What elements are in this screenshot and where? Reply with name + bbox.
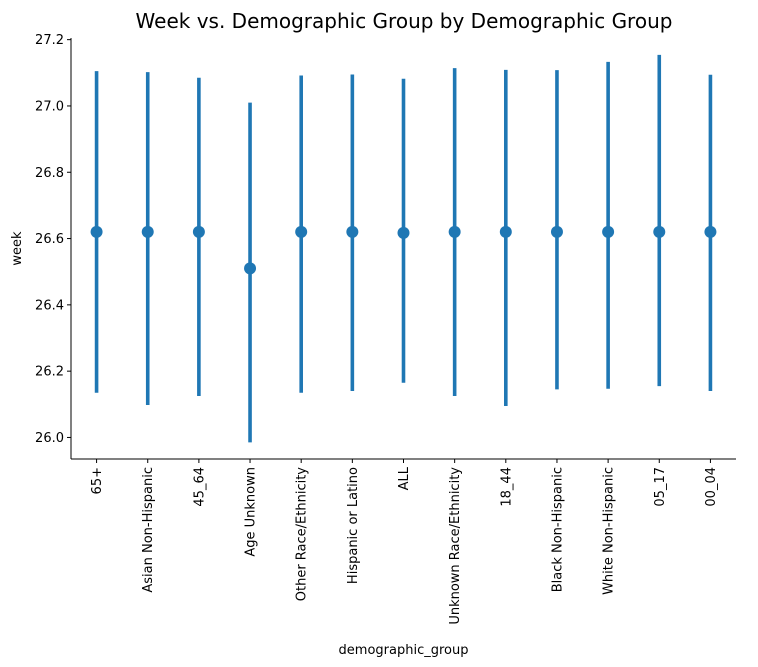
data-point	[704, 225, 717, 238]
y-tick-label: 27.2	[35, 33, 64, 48]
y-tick-label: 26.2	[35, 365, 64, 380]
chart-title: Week vs. Demographic Group by Demographi…	[136, 9, 673, 33]
data-point	[141, 225, 154, 238]
x-axis-label: demographic_group	[339, 643, 469, 658]
x-tick-label: Asian Non-Hispanic	[141, 467, 156, 593]
x-axis: 65+ Asian Non-Hispanic 45_64 Age Unknown Oth…	[90, 459, 719, 625]
data-point	[550, 225, 563, 238]
x-tick-label: Black Non-Hispanic	[550, 467, 565, 592]
y-tick-label: 26.4	[35, 298, 64, 313]
data-point	[397, 226, 410, 239]
chart-marks	[90, 54, 717, 443]
x-tick-label: ALL	[397, 466, 412, 490]
x-tick-label: 00_04	[704, 467, 719, 507]
x-tick-label: Unknown Race/Ethnicity	[448, 467, 463, 625]
x-tick-label: Hispanic or Latino	[346, 467, 361, 584]
x-tick-label: 45_64	[192, 467, 207, 507]
y-tick-label: 26.8	[35, 166, 64, 181]
y-tick-label: 26.6	[35, 232, 64, 247]
data-point	[192, 225, 205, 238]
x-tick-label: 65+	[90, 467, 105, 494]
data-point	[346, 225, 359, 238]
data-point	[499, 225, 512, 238]
y-tick-label: 27.0	[35, 99, 64, 114]
data-point	[295, 225, 308, 238]
data-point	[448, 225, 461, 238]
x-tick-label: White Non-Hispanic	[602, 467, 617, 595]
x-tick-label: Age Unknown	[244, 467, 259, 557]
y-tick-label: 26.0	[35, 431, 64, 446]
y-axis-label: week	[10, 231, 25, 266]
y-axis: 26.0 26.2 26.4 26.6 26.8 27.0 27.2	[35, 33, 71, 446]
data-point	[602, 225, 615, 238]
x-tick-label: Other Race/Ethnicity	[295, 467, 310, 602]
x-tick-label: 05_17	[653, 467, 668, 507]
data-point	[653, 225, 666, 238]
data-point	[90, 225, 103, 238]
data-point	[244, 262, 257, 275]
x-tick-label: 18_44	[499, 467, 514, 507]
